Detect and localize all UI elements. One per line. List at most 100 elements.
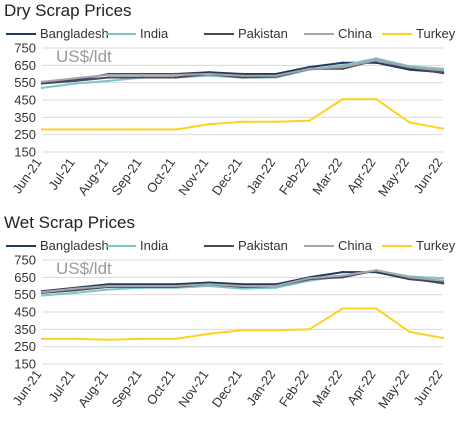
- y-tick-label: 150: [14, 145, 36, 160]
- legend: Bangladesh India Pakistan China Turkey: [6, 238, 458, 253]
- x-tick-label: Sep-21: [108, 367, 144, 410]
- plot-area: 150 250 350 450 550 650 750 Jun-21 Jul-21Aug-21S…: [9, 41, 445, 200]
- data-point-turkey: [274, 120, 278, 123]
- data-point-india: [107, 288, 111, 291]
- data-point-bangladesh: [174, 283, 177, 286]
- x-tick-label: Jun-22: [410, 367, 445, 408]
- data-point-turkey: [40, 128, 44, 131]
- data-point-turkey: [141, 337, 144, 341]
- x-tick-label: Dec-21: [209, 155, 245, 198]
- data-point-turkey: [207, 123, 211, 126]
- data-point-bangladesh: [207, 71, 211, 74]
- legend-swatch: [304, 33, 334, 35]
- legend-swatch: [382, 245, 412, 247]
- x-tick-label: Jun-21: [9, 155, 44, 196]
- legend: Bangladesh India Pakistan China Turkey: [6, 26, 458, 41]
- data-point-turkey: [74, 128, 77, 131]
- data-point-bangladesh: [408, 68, 411, 71]
- x-tick-label: May-22: [375, 155, 412, 199]
- data-point-turkey: [441, 336, 445, 340]
- data-point-pakistan: [341, 67, 344, 71]
- data-point-india: [374, 57, 378, 60]
- y-tick-label: 650: [14, 270, 36, 285]
- data-point-turkey: [141, 128, 144, 131]
- legend-swatch: [304, 245, 334, 247]
- data-point-turkey: [308, 328, 311, 331]
- x-tick-label: Nov-21: [175, 155, 211, 198]
- y-tick-label: 650: [14, 58, 36, 73]
- plot-area: 150 250 350 450 550 650 750 Jun-21 Jul-21Aug-21S…: [9, 253, 445, 412]
- series-line-turkey: [42, 98, 444, 131]
- x-tick-label: Aug-21: [75, 155, 111, 198]
- data-point-bangladesh: [107, 283, 111, 286]
- y-tick-label: 450: [14, 305, 36, 320]
- wet-scrap-chart: Wet Scrap Prices Bangladesh India Pakist…: [0, 212, 465, 424]
- data-point-turkey: [341, 97, 344, 101]
- y-tick-label: 150: [14, 357, 36, 372]
- data-point-india: [441, 67, 445, 71]
- unit-label: US$/ldt: [56, 47, 112, 66]
- data-point-china: [74, 77, 77, 80]
- x-tick-label: Jul-21: [45, 367, 78, 405]
- data-point-turkey: [408, 330, 411, 334]
- data-point-china: [174, 73, 177, 77]
- legend-label: India: [140, 26, 169, 41]
- y-tick-label: 350: [14, 322, 36, 337]
- data-point-china: [308, 277, 311, 280]
- data-point-china: [241, 74, 244, 77]
- data-point-bangladesh: [241, 283, 244, 286]
- legend-label: India: [140, 238, 169, 253]
- data-point-bangladesh: [341, 270, 344, 274]
- data-point-turkey: [107, 128, 111, 131]
- x-tick-label: Feb-22: [276, 155, 312, 197]
- data-point-china: [341, 274, 344, 277]
- x-tick-label: Mar-22: [309, 367, 345, 409]
- chart-title: Wet Scrap Prices: [4, 213, 136, 232]
- data-point-india: [40, 294, 44, 297]
- data-point-china: [374, 58, 378, 62]
- y-tick-label: 250: [14, 339, 36, 354]
- data-point-turkey: [207, 332, 211, 335]
- data-point-china: [207, 283, 211, 286]
- data-point-pakistan: [441, 282, 445, 285]
- data-point-india: [274, 286, 278, 289]
- y-tick-label: 550: [14, 287, 36, 302]
- data-point-india: [241, 287, 244, 290]
- x-tick-label: Jun-21: [9, 367, 44, 408]
- x-tick-label: Nov-21: [175, 367, 211, 410]
- data-point-pakistan: [174, 76, 177, 79]
- x-tick-label: Apr-22: [344, 155, 379, 196]
- data-point-china: [341, 65, 344, 69]
- legend-label: Pakistan: [238, 238, 288, 253]
- y-tick-label: 750: [14, 253, 36, 268]
- x-tick-label: May-22: [375, 367, 412, 411]
- data-point-china: [441, 69, 445, 72]
- legend-swatch: [6, 33, 36, 35]
- data-point-turkey: [241, 329, 244, 332]
- data-point-india: [207, 74, 211, 77]
- x-tick-label: Oct-21: [143, 367, 178, 408]
- data-point-india: [341, 64, 344, 67]
- legend-swatch: [6, 245, 36, 247]
- legend-swatch: [204, 245, 234, 247]
- data-point-china: [274, 284, 278, 288]
- data-point-china: [441, 279, 445, 282]
- y-tick-label: 350: [14, 110, 36, 125]
- data-point-bangladesh: [308, 65, 311, 69]
- data-point-pakistan: [74, 79, 77, 83]
- legend-label: Bangladesh: [40, 26, 109, 41]
- data-point-china: [141, 284, 144, 288]
- legend-label: Turkey: [416, 238, 456, 253]
- data-point-pakistan: [141, 76, 144, 79]
- data-point-china: [141, 73, 144, 77]
- data-point-china: [107, 284, 111, 288]
- data-point-china: [374, 269, 378, 272]
- unit-label: US$/ldt: [56, 259, 112, 278]
- data-point-bangladesh: [141, 283, 144, 286]
- y-tick-label: 750: [14, 41, 36, 56]
- series-line-turkey: [42, 307, 444, 341]
- data-point-bangladesh: [241, 72, 244, 76]
- data-point-china: [241, 284, 244, 288]
- legend-swatch: [204, 33, 234, 35]
- data-point-china: [74, 287, 77, 290]
